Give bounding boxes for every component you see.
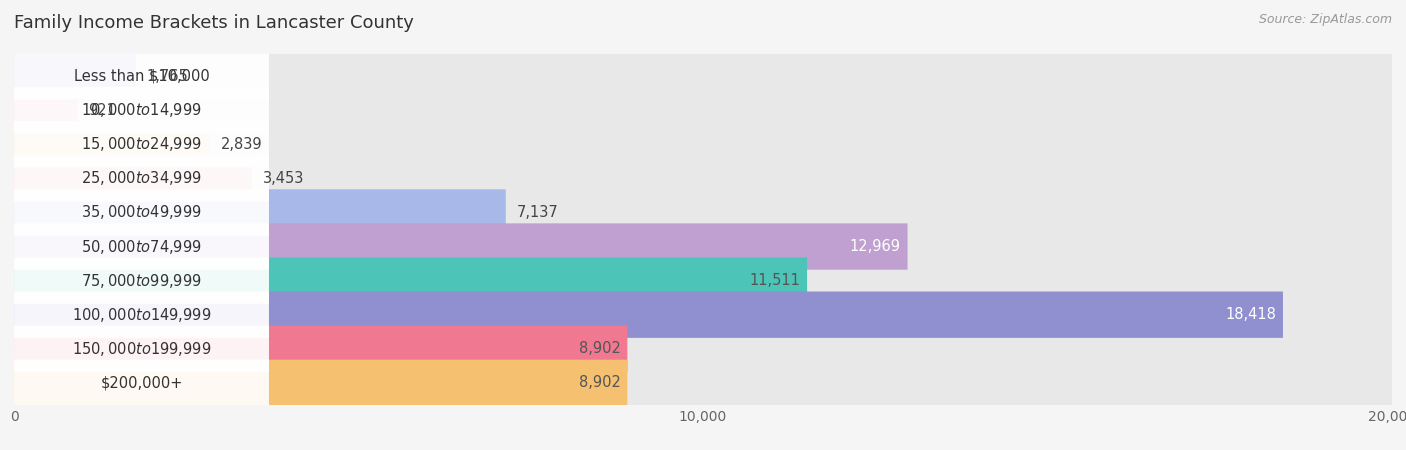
FancyBboxPatch shape <box>14 53 269 99</box>
FancyBboxPatch shape <box>14 189 506 236</box>
FancyBboxPatch shape <box>14 87 1392 133</box>
Text: 1,765: 1,765 <box>146 69 188 84</box>
Text: Family Income Brackets in Lancaster County: Family Income Brackets in Lancaster Coun… <box>14 14 413 32</box>
Text: 18,418: 18,418 <box>1225 307 1277 322</box>
FancyBboxPatch shape <box>14 326 1392 372</box>
Text: 8,902: 8,902 <box>579 375 620 390</box>
FancyBboxPatch shape <box>14 326 269 372</box>
FancyBboxPatch shape <box>14 121 269 167</box>
FancyBboxPatch shape <box>14 360 269 406</box>
FancyBboxPatch shape <box>14 292 1282 338</box>
Text: Source: ZipAtlas.com: Source: ZipAtlas.com <box>1258 14 1392 27</box>
Text: 11,511: 11,511 <box>749 273 800 288</box>
FancyBboxPatch shape <box>14 155 252 202</box>
Text: 12,969: 12,969 <box>849 239 901 254</box>
FancyBboxPatch shape <box>14 53 1392 99</box>
FancyBboxPatch shape <box>14 326 627 372</box>
Text: 2,839: 2,839 <box>221 137 263 152</box>
FancyBboxPatch shape <box>14 360 1392 406</box>
FancyBboxPatch shape <box>14 189 269 236</box>
FancyBboxPatch shape <box>14 257 269 304</box>
FancyBboxPatch shape <box>14 87 269 133</box>
FancyBboxPatch shape <box>14 257 807 304</box>
Text: $100,000 to $149,999: $100,000 to $149,999 <box>72 306 211 324</box>
FancyBboxPatch shape <box>14 360 627 406</box>
Text: $50,000 to $74,999: $50,000 to $74,999 <box>82 238 202 256</box>
Text: $15,000 to $24,999: $15,000 to $24,999 <box>82 135 202 153</box>
Text: 8,902: 8,902 <box>579 341 620 356</box>
FancyBboxPatch shape <box>14 292 269 338</box>
Text: 7,137: 7,137 <box>517 205 558 220</box>
Text: $35,000 to $49,999: $35,000 to $49,999 <box>82 203 202 221</box>
Text: $200,000+: $200,000+ <box>100 375 183 390</box>
FancyBboxPatch shape <box>14 223 907 270</box>
FancyBboxPatch shape <box>14 53 135 99</box>
FancyBboxPatch shape <box>14 292 1392 338</box>
FancyBboxPatch shape <box>14 87 77 133</box>
FancyBboxPatch shape <box>14 121 209 167</box>
Text: 3,453: 3,453 <box>263 171 304 186</box>
FancyBboxPatch shape <box>14 223 1392 270</box>
Text: Less than $10,000: Less than $10,000 <box>73 69 209 84</box>
Text: 921: 921 <box>89 103 117 118</box>
Text: $25,000 to $34,999: $25,000 to $34,999 <box>82 169 202 187</box>
FancyBboxPatch shape <box>14 155 1392 202</box>
FancyBboxPatch shape <box>14 223 269 270</box>
Text: $75,000 to $99,999: $75,000 to $99,999 <box>82 272 202 290</box>
Text: $10,000 to $14,999: $10,000 to $14,999 <box>82 101 202 119</box>
Text: $150,000 to $199,999: $150,000 to $199,999 <box>72 340 211 358</box>
FancyBboxPatch shape <box>14 257 1392 304</box>
FancyBboxPatch shape <box>14 155 269 202</box>
FancyBboxPatch shape <box>14 189 1392 236</box>
FancyBboxPatch shape <box>14 121 1392 167</box>
